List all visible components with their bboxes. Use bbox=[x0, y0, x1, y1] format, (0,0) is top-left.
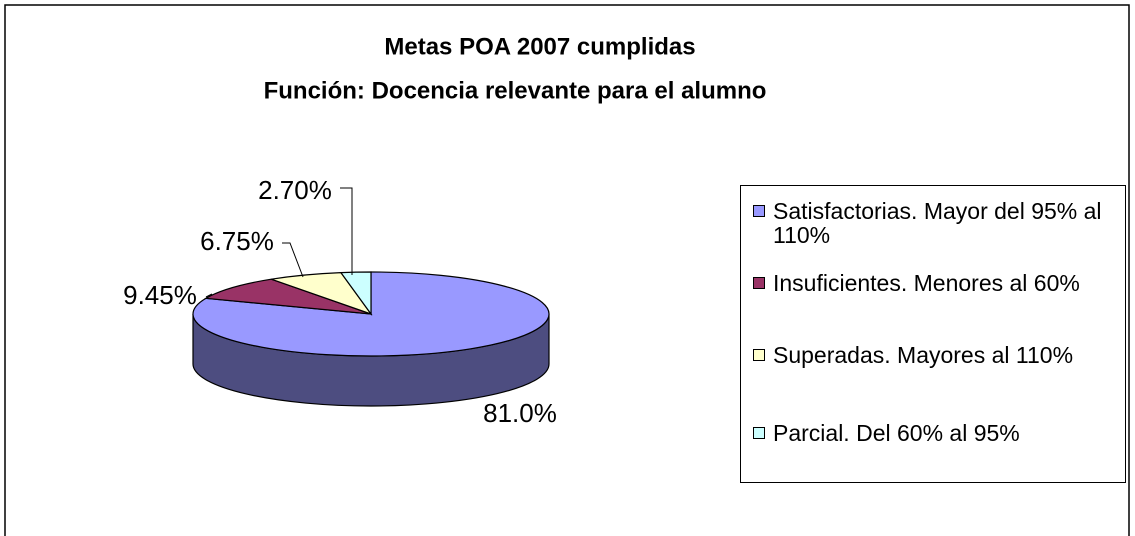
legend-swatch bbox=[753, 277, 765, 289]
legend-label: Insuficientes. Menores al 60% bbox=[773, 270, 1080, 296]
legend-item: Superadas. Mayores al 110% bbox=[753, 343, 1123, 367]
data-label: 9.45% bbox=[123, 280, 197, 310]
legend-label: Superadas. Mayores al 110% bbox=[773, 342, 1074, 368]
legend: Satisfactorias. Mayor del 95% al 110% Ins… bbox=[740, 185, 1126, 483]
pie-slice bbox=[339, 271, 372, 316]
legend-swatch bbox=[753, 349, 765, 361]
pie-slice bbox=[203, 278, 372, 315]
leader-line bbox=[340, 187, 353, 275]
chart-subtitle: Función: Docencia relevante para el alum… bbox=[264, 77, 767, 104]
chart-title: Metas POA 2007 cumplidas bbox=[384, 33, 695, 60]
legend-label: Satisfactorias. Mayor del 95% al 110% bbox=[773, 198, 1102, 248]
legend-label: Parcial. Del 60% al 95% bbox=[773, 420, 1020, 446]
leader-line bbox=[282, 242, 304, 278]
data-label: 6.75% bbox=[200, 226, 274, 256]
data-label: 81.0% bbox=[483, 398, 557, 428]
legend-item: Insuficientes. Menores al 60% bbox=[753, 271, 1123, 295]
legend-item: Parcial. Del 60% al 95% bbox=[753, 421, 1123, 445]
leader-line bbox=[205, 293, 213, 298]
chart-border bbox=[4, 4, 1130, 536]
legend-swatch bbox=[753, 427, 765, 439]
legend-swatch bbox=[753, 205, 765, 217]
data-label: 2.70% bbox=[258, 175, 332, 205]
pie bbox=[192, 271, 550, 407]
legend-item: Satisfactorias. Mayor del 95% al 110% bbox=[753, 199, 1123, 247]
pie-slice bbox=[192, 271, 550, 357]
